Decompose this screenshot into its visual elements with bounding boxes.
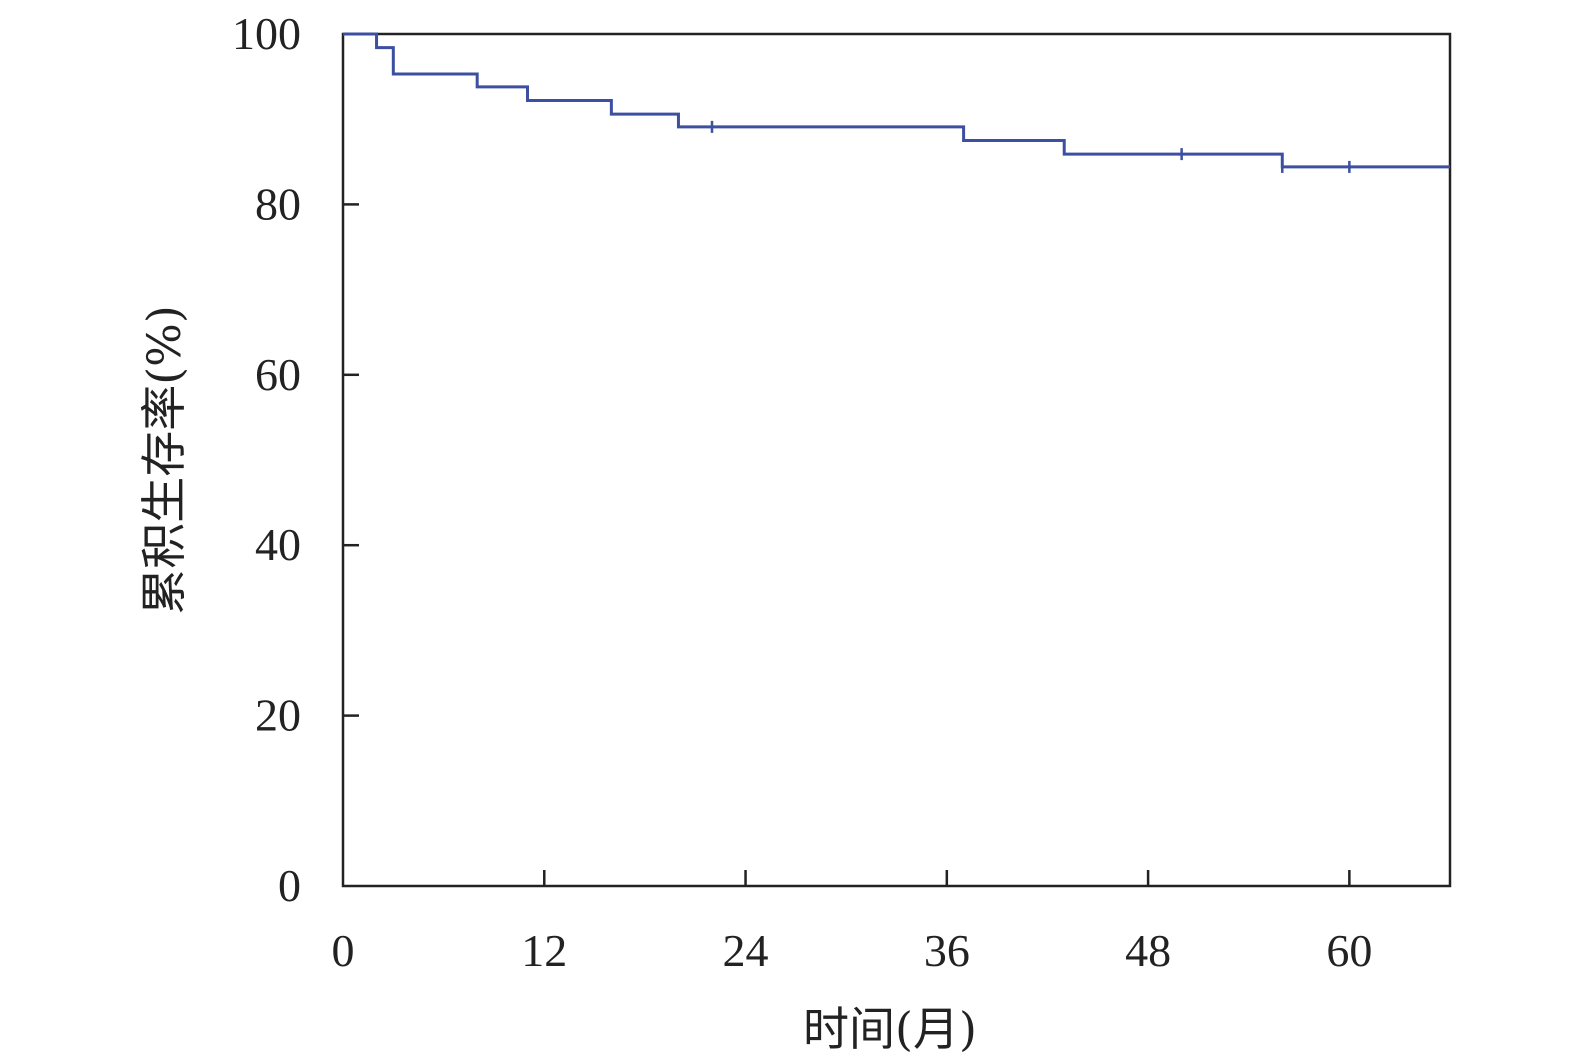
y-tick-label-0: 0 (278, 860, 301, 911)
y-tick-label-1: 20 (255, 690, 301, 741)
x-tick-label-1: 12 (521, 925, 567, 976)
y-axis-title: 累积生存率(%) (137, 305, 191, 615)
x-tick-label-0: 0 (332, 925, 355, 976)
x-tick-label-5: 60 (1326, 925, 1372, 976)
y-tick-label-2: 40 (255, 519, 301, 570)
plot-area-frame (341, 32, 1452, 888)
y-tick-label-4: 80 (255, 178, 301, 229)
y-tick-label-5: 100 (232, 8, 301, 59)
y-tick-label-3: 60 (255, 349, 301, 400)
x-axis: 0 12 24 36 48 60 (332, 870, 1372, 976)
x-tick-label-3: 36 (924, 925, 970, 976)
survival-curve-0 (343, 32, 1450, 169)
y-axis: 0 20 40 60 80 100 (232, 8, 359, 911)
x-tick-label-2: 24 (723, 925, 769, 976)
x-tick-label-4: 48 (1125, 925, 1171, 976)
series-layer (343, 32, 1450, 173)
x-axis-title: 时间(月) (803, 1002, 977, 1056)
